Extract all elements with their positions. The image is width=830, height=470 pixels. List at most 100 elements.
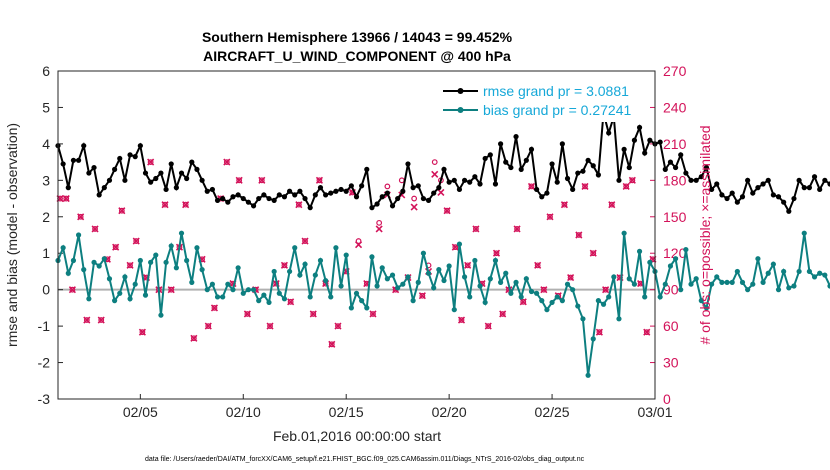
bias-point	[585, 372, 591, 378]
rmse-point	[261, 192, 267, 198]
bias-point	[688, 281, 694, 287]
rmse-point	[544, 190, 550, 196]
obs-assimilated-stroke	[235, 176, 243, 184]
rmse-point	[91, 164, 97, 171]
legend: rmse grand pr = 3.0881 bias grand pr = 0…	[438, 78, 650, 122]
bias-point	[775, 287, 782, 293]
obs-assimilated-stroke	[527, 182, 536, 190]
plot-frame	[57, 70, 656, 400]
rmse-point	[760, 181, 766, 187]
obs-assimilated-point	[334, 322, 342, 330]
obs-assimilated-stroke	[190, 334, 198, 342]
bias-point	[359, 298, 365, 304]
rmse-point	[683, 170, 689, 176]
obs-assimilated-stroke	[182, 201, 190, 209]
rmse-point	[595, 172, 601, 178]
bias-point	[420, 250, 427, 256]
obs-possible-point	[92, 226, 98, 232]
bias-point	[729, 279, 735, 285]
rmse-point	[405, 161, 411, 167]
obs-assimilated-point	[315, 176, 324, 184]
bias-point	[575, 303, 581, 309]
bias-point	[256, 298, 262, 304]
obs-assimilated-stroke	[602, 286, 610, 294]
rmse-point	[518, 166, 524, 172]
rmse-point	[281, 194, 288, 200]
bias-point	[745, 287, 751, 293]
bias-point	[65, 270, 71, 276]
rmse-point	[142, 170, 149, 176]
obs-assimilated-point	[210, 304, 219, 312]
obs-possible-point	[267, 323, 273, 330]
rmse-point	[750, 190, 756, 196]
obs-possible-point	[452, 244, 459, 251]
obs-assimilated-stroke	[472, 225, 480, 233]
rmse-point	[271, 197, 277, 203]
bias-point	[127, 296, 133, 302]
obs-assimilated-stroke	[210, 304, 219, 312]
bias-point	[184, 257, 190, 264]
bias-point	[616, 316, 622, 322]
obs-assimilated-stroke	[204, 322, 212, 330]
obs-assimilated-point	[266, 322, 274, 330]
rmse-point	[220, 195, 226, 202]
rmse-point	[379, 194, 385, 200]
rmse-point	[806, 185, 812, 191]
bias-point	[374, 283, 380, 289]
series-layer	[55, 110, 830, 378]
bias-point	[379, 265, 385, 271]
obs-possible-point	[112, 244, 119, 251]
bias-point	[323, 277, 329, 284]
obs-possible-point	[244, 311, 251, 317]
rmse-point	[302, 195, 308, 202]
obs-possible-point	[211, 304, 218, 311]
rmse-point	[498, 141, 504, 147]
obs-assimilated-stroke	[534, 261, 542, 269]
rmse-point	[395, 195, 401, 202]
bias-point	[508, 290, 514, 296]
y-right-tick-label: 60	[663, 318, 679, 334]
rmse-point	[827, 181, 830, 187]
bias-point	[451, 307, 457, 313]
bias-point	[194, 245, 200, 251]
rmse-point	[194, 166, 200, 172]
rmse-point	[230, 194, 236, 200]
rmse-point	[755, 185, 761, 191]
bias-point	[158, 312, 164, 318]
rmse-point	[364, 166, 370, 172]
rmse-point	[626, 164, 632, 171]
rmse-point	[323, 192, 329, 198]
obs-possible-point	[629, 177, 636, 184]
y-left-tick-label: 0	[42, 282, 50, 298]
bias-point	[173, 265, 179, 271]
bias-point	[286, 268, 293, 275]
obs-assimilated-point	[492, 249, 501, 257]
rmse-point	[276, 192, 282, 198]
bias-point	[317, 257, 324, 264]
bias-point	[75, 232, 82, 238]
rmse-point	[75, 157, 82, 163]
obs-possible-point	[608, 201, 615, 208]
obs-assimilated-point	[375, 225, 383, 233]
bias-point	[395, 285, 401, 291]
rmse-point	[549, 161, 555, 167]
obs-assimilated-point	[534, 261, 542, 269]
obs-possible-point	[182, 201, 189, 208]
obs-assimilated-point	[484, 322, 492, 330]
rmse-point	[343, 188, 349, 194]
rmse-point	[734, 199, 740, 205]
rmse-point	[724, 195, 730, 202]
rmse-point	[225, 199, 231, 205]
obs-assimilated-point	[204, 322, 212, 330]
rmse-point	[415, 183, 421, 189]
obs-assimilated-point	[608, 201, 616, 209]
y-left-tick-label: 2	[42, 209, 50, 225]
obs-possible-point	[575, 232, 582, 238]
obs-assimilated-stroke	[643, 328, 651, 336]
rmse-point	[137, 143, 143, 149]
rmse-point	[698, 174, 704, 180]
rmse-point	[621, 146, 627, 152]
rmse-point	[410, 185, 416, 191]
bias-point	[467, 294, 473, 300]
obs-assimilated-point	[328, 340, 336, 348]
